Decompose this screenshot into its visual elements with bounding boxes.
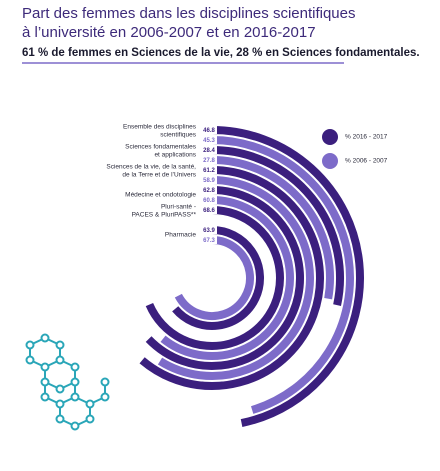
category-label: Sciences fondamentales — [125, 144, 197, 151]
value-label: 45.3 — [203, 138, 215, 144]
arc-bar — [157, 176, 314, 380]
value-label: 27.8 — [203, 158, 215, 164]
legend-swatch — [322, 153, 338, 169]
category-label: Pluri-santé - — [161, 204, 196, 211]
category-label: PACES & PluriPASS** — [132, 212, 197, 219]
category-label: Médecine et ondotologie — [125, 192, 196, 199]
legend-label: % 2016 - 2017 — [345, 134, 388, 141]
value-box — [201, 186, 217, 194]
value-box — [201, 226, 217, 234]
value-box — [201, 136, 217, 144]
arc-bar — [172, 226, 264, 330]
category-label: de la Terre et de l’Univers — [122, 172, 196, 179]
value-label: 58.9 — [203, 178, 215, 184]
arc-bar — [145, 186, 304, 370]
category-label: Ensemble des disciplines — [123, 124, 197, 131]
value-label: 67.3 — [203, 238, 215, 244]
legend-swatch — [322, 129, 338, 145]
value-box — [201, 196, 217, 204]
value-box — [201, 236, 217, 244]
molecule — [25, 333, 110, 431]
title-line: Part des femmes dans les disciplines sci… — [22, 5, 356, 22]
arc-bar — [139, 166, 324, 390]
value-label: 61.2 — [203, 168, 215, 174]
arc-bar — [211, 126, 364, 427]
value-label: 63.9 — [203, 228, 215, 234]
value-box — [201, 146, 217, 154]
arc-bar — [211, 136, 354, 414]
arc-bar — [211, 146, 344, 306]
value-box — [201, 126, 217, 134]
category-label: scientifiques — [160, 132, 197, 139]
category-label: Pharmacie — [165, 232, 196, 239]
arc-bar — [211, 156, 334, 300]
arc-bar — [174, 236, 254, 320]
title-line: à l’université en 2006-2007 et en 2016-2… — [22, 24, 316, 41]
value-box — [201, 176, 217, 184]
value-label: 68.6 — [203, 208, 215, 214]
arc-bar — [145, 206, 284, 350]
category-label: Sciences de la vie, de la santé, — [106, 164, 196, 171]
value-box — [201, 166, 217, 174]
value-box — [201, 156, 217, 164]
value-box — [201, 206, 217, 214]
subtitle: 61 % de femmes en Sciences de la vie, 28… — [22, 47, 420, 59]
value-label: 28.4 — [203, 148, 215, 154]
value-label: 60.8 — [203, 198, 215, 204]
arc-bar — [160, 196, 294, 360]
value-label: 46.8 — [203, 128, 215, 134]
category-label: et applications — [154, 152, 196, 159]
value-label: 62.8 — [203, 188, 215, 194]
legend-label: % 2006 - 2007 — [345, 158, 388, 165]
